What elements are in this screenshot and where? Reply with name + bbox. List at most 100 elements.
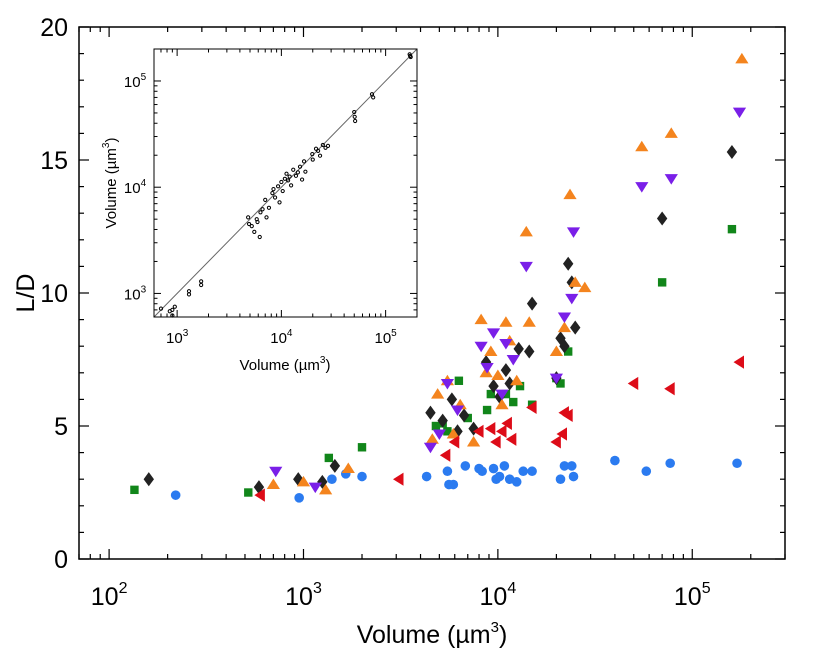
data-point-diamond bbox=[500, 363, 512, 378]
data-point-circle bbox=[555, 474, 566, 485]
data-point-down bbox=[432, 429, 446, 440]
inset-data-point bbox=[258, 210, 263, 215]
y-tick-label: 5 bbox=[54, 413, 68, 441]
inset-data-point bbox=[317, 153, 323, 158]
inset-data-point bbox=[320, 142, 325, 148]
inset-data-point bbox=[315, 148, 321, 153]
data-point-diamond bbox=[504, 376, 515, 391]
data-point-circle bbox=[488, 463, 499, 474]
inset-data-point bbox=[170, 307, 175, 312]
data-point-diamond bbox=[425, 405, 436, 420]
inset-y-tick-label: 104 bbox=[124, 178, 147, 197]
data-point-square bbox=[501, 389, 511, 399]
main-x-tick-labels: 102 103 104 105 bbox=[91, 580, 711, 611]
inset-data-point bbox=[199, 282, 204, 288]
data-point-circle bbox=[421, 471, 432, 482]
data-point-up bbox=[466, 435, 481, 447]
inset-data-point bbox=[255, 219, 260, 225]
data-point-down bbox=[519, 261, 533, 273]
data-point-diamond bbox=[458, 408, 470, 423]
data-point-left bbox=[550, 435, 561, 449]
data-point-circle bbox=[294, 493, 304, 503]
data-point-left bbox=[448, 435, 460, 449]
data-point-up bbox=[578, 281, 592, 293]
data-point-diamond bbox=[656, 211, 668, 226]
data-point-left bbox=[562, 408, 573, 422]
y-tick-label: 20 bbox=[40, 14, 68, 42]
data-point-down bbox=[308, 482, 322, 494]
data-point-up bbox=[446, 427, 460, 439]
inset-plot-ticks bbox=[153, 48, 418, 318]
data-point-circle bbox=[732, 458, 742, 469]
data-point-down bbox=[495, 389, 509, 401]
data-point-down bbox=[450, 405, 465, 417]
data-point-square bbox=[727, 224, 737, 234]
data-point-left bbox=[484, 422, 496, 436]
data-point-up bbox=[425, 433, 439, 444]
data-point-diamond bbox=[446, 392, 458, 407]
inset-data-point bbox=[271, 186, 276, 192]
data-point-circle bbox=[610, 455, 620, 466]
y-tick-label: 10 bbox=[40, 280, 68, 308]
inset-x-tick-label: 103 bbox=[166, 328, 189, 347]
x-tick-label: 104 bbox=[480, 580, 517, 611]
data-point-left bbox=[556, 427, 567, 441]
inset-data-point bbox=[266, 205, 272, 210]
data-point-diamond bbox=[562, 256, 574, 271]
inset-data-point bbox=[352, 109, 357, 115]
series-down bbox=[269, 107, 747, 494]
data-point-square bbox=[486, 389, 496, 399]
inset-data-point bbox=[287, 174, 292, 179]
data-point-square bbox=[324, 453, 334, 463]
data-point-down bbox=[635, 182, 649, 193]
data-point-square bbox=[454, 376, 464, 385]
inset-data-point bbox=[280, 188, 285, 194]
inset-data-point bbox=[295, 170, 300, 175]
inset-y-axis-label-superscript: 3 bbox=[101, 142, 112, 148]
data-point-up bbox=[568, 276, 582, 287]
main-plot-markers bbox=[130, 52, 749, 503]
inset-data-point bbox=[284, 171, 289, 176]
inset-data-point bbox=[257, 234, 262, 240]
main-y-axis-label: L/D bbox=[12, 274, 40, 313]
data-point-circle bbox=[566, 461, 577, 471]
inset-data-point bbox=[353, 118, 358, 124]
inset-data-point bbox=[323, 145, 328, 150]
inset-data-point bbox=[282, 176, 287, 181]
inset-x-axis-label-superscript: 3 bbox=[320, 355, 326, 366]
inset-plot-markers bbox=[158, 52, 413, 318]
data-point-down bbox=[732, 107, 747, 119]
data-point-square bbox=[482, 405, 492, 415]
inset-x-tick-labels: 103 104 105 bbox=[166, 328, 397, 347]
x-tick-label: 102 bbox=[91, 580, 128, 611]
data-point-down bbox=[474, 341, 488, 353]
data-point-diamond bbox=[143, 472, 154, 487]
data-point-circle bbox=[559, 461, 570, 471]
data-point-up bbox=[484, 345, 498, 357]
data-point-down bbox=[566, 227, 581, 238]
data-point-down bbox=[480, 362, 494, 374]
series-left bbox=[254, 355, 744, 502]
x-tick-label: 105 bbox=[674, 580, 711, 611]
series-diamond bbox=[143, 145, 738, 495]
inset-y-axis-label: Volume (µm3) bbox=[101, 138, 120, 229]
inset-x-axis-label-close: ) bbox=[325, 357, 330, 374]
inset-x-tick-label: 105 bbox=[374, 328, 397, 347]
inset-data-point bbox=[408, 54, 413, 60]
inset-data-point bbox=[249, 224, 254, 229]
inset-data-point bbox=[246, 215, 251, 220]
data-point-up bbox=[664, 127, 678, 138]
data-point-down bbox=[269, 466, 283, 478]
inset-data-point bbox=[303, 169, 308, 174]
inset-data-point bbox=[289, 183, 294, 188]
data-point-left bbox=[473, 424, 484, 438]
data-point-up bbox=[474, 313, 488, 325]
data-point-down bbox=[565, 293, 579, 305]
data-point-up bbox=[499, 316, 513, 327]
data-point-left bbox=[490, 435, 501, 449]
inset-data-point bbox=[313, 146, 319, 151]
x-tick-label: 103 bbox=[285, 580, 322, 611]
data-point-diamond bbox=[524, 344, 535, 359]
inset-data-point bbox=[325, 143, 331, 148]
